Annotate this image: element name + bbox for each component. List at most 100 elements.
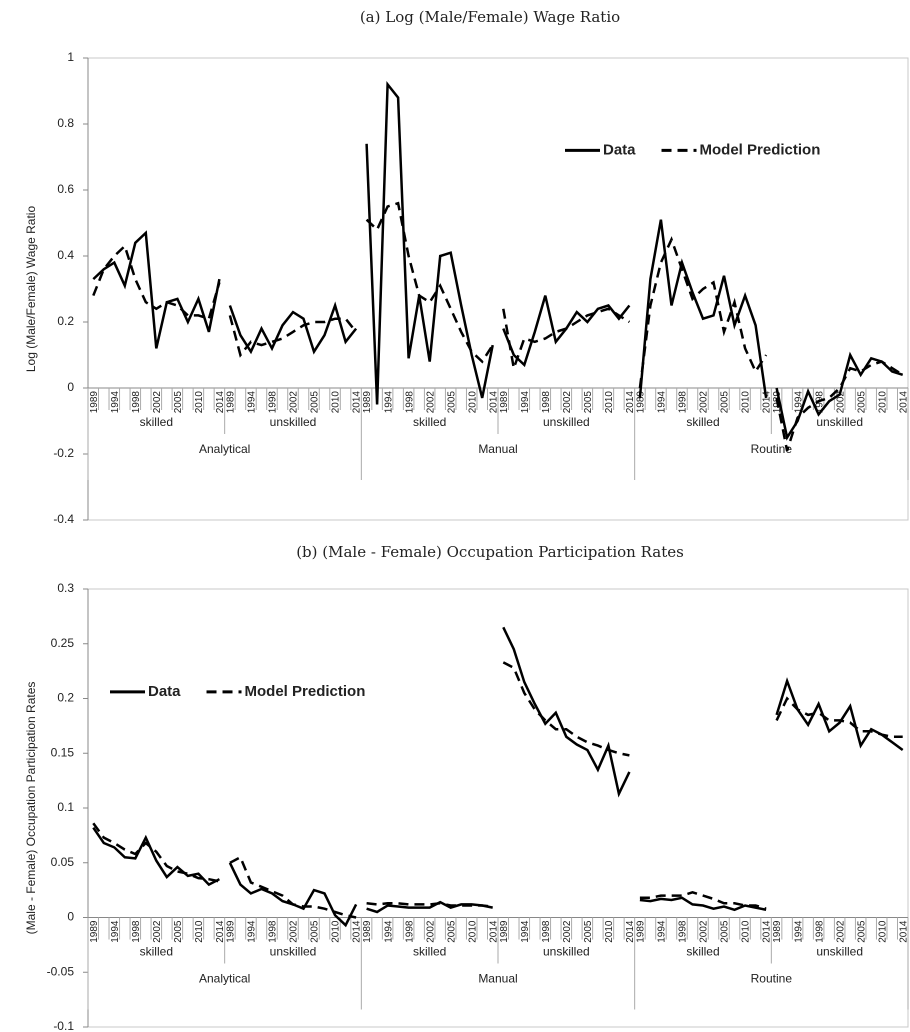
- x-tick-label: 2002: [425, 920, 436, 943]
- skill-label: skilled: [413, 945, 446, 959]
- x-tick-label: 2010: [877, 391, 888, 414]
- x-tick-label: 2010: [741, 391, 752, 414]
- y-tick-label: -0.2: [53, 446, 74, 460]
- occupation-label: Routine: [751, 442, 793, 456]
- x-tick-label: 1994: [383, 920, 394, 943]
- skill-label: unskilled: [543, 945, 590, 959]
- x-tick-label: 1998: [131, 391, 142, 414]
- x-tick-label: 1998: [268, 391, 279, 414]
- x-tick-label: 2005: [173, 920, 184, 943]
- series-line: [638, 219, 768, 399]
- y-tick-label: 0: [67, 380, 74, 394]
- x-tick-label: 2010: [877, 920, 888, 943]
- skill-label: unskilled: [270, 415, 317, 429]
- x-tick-label: 1989: [362, 391, 373, 414]
- occupation-label: Manual: [478, 972, 517, 986]
- x-tick-label: 2014: [898, 391, 909, 414]
- x-tick-label: 2002: [699, 920, 710, 943]
- x-tick-label: 2010: [331, 920, 342, 943]
- x-tick-label: 2005: [583, 920, 594, 943]
- x-tick-label: 2014: [215, 920, 226, 943]
- x-tick-label: 2002: [289, 391, 300, 414]
- skill-label: skilled: [140, 415, 173, 429]
- skill-label: unskilled: [816, 945, 863, 959]
- x-tick-label: 1994: [110, 391, 121, 414]
- x-tick-label: 1998: [678, 391, 689, 414]
- x-tick-label: 1998: [678, 920, 689, 943]
- x-tick-label: 2002: [425, 391, 436, 414]
- series-line: [92, 230, 221, 349]
- x-tick-label: 2014: [625, 920, 636, 943]
- series-line: [502, 661, 630, 757]
- y-tick-label: 0.2: [57, 691, 74, 705]
- x-tick-label: 2010: [741, 920, 752, 943]
- x-tick-label: 2002: [835, 920, 846, 943]
- x-tick-label: 1994: [110, 920, 121, 943]
- series-line: [502, 295, 631, 368]
- skill-label: unskilled: [543, 415, 590, 429]
- series-line: [228, 862, 358, 928]
- x-tick-label: 1989: [636, 920, 647, 943]
- series-line: [502, 307, 631, 374]
- x-tick-label: 2014: [488, 391, 499, 414]
- series-line: [228, 301, 358, 355]
- x-tick-label: 1989: [226, 391, 237, 414]
- skill-label: skilled: [686, 415, 719, 429]
- x-tick-label: 2002: [562, 391, 573, 414]
- x-tick-label: 2010: [194, 391, 205, 414]
- y-tick-label: 0.3: [57, 581, 74, 595]
- x-tick-label: 2002: [699, 391, 710, 414]
- y-tick-label: 0.25: [51, 636, 75, 650]
- x-tick-label: 2014: [625, 391, 636, 414]
- y-axis-label: Log (Male/Female) Wage Ratio: [24, 206, 38, 373]
- y-axis-label: (Male - Female) Occupation Participation…: [24, 682, 38, 935]
- x-tick-label: 1994: [793, 920, 804, 943]
- x-tick-label: 2005: [446, 920, 457, 943]
- y-tick-label: -0.1: [53, 1019, 74, 1032]
- x-tick-label: 1998: [268, 920, 279, 943]
- x-tick-label: 2014: [762, 920, 773, 943]
- y-tick-label: 0: [67, 910, 74, 924]
- series-line: [502, 626, 631, 798]
- series-line: [365, 80, 494, 405]
- y-tick-label: 0.4: [57, 248, 74, 262]
- x-tick-label: 1998: [541, 391, 552, 414]
- occupation-label: Manual: [478, 442, 517, 456]
- x-tick-label: 2002: [835, 391, 846, 414]
- skill-label: unskilled: [816, 415, 863, 429]
- x-tick-label: 1998: [131, 920, 142, 943]
- x-tick-label: 2002: [289, 920, 300, 943]
- y-tick-label: 0.05: [51, 855, 75, 869]
- x-tick-label: 2005: [310, 391, 321, 414]
- x-tick-label: 1994: [520, 920, 531, 943]
- x-tick-label: 1989: [499, 920, 510, 943]
- legend-label: Model Prediction: [700, 141, 821, 158]
- series-line: [639, 890, 767, 910]
- x-tick-label: 2005: [856, 920, 867, 943]
- x-tick-label: 1994: [657, 920, 668, 943]
- x-tick-label: 2010: [331, 391, 342, 414]
- chart-title: (b) (Male - Female) Occupation Participa…: [296, 543, 684, 561]
- x-tick-label: 1989: [89, 391, 100, 414]
- x-tick-label: 1994: [247, 391, 258, 414]
- y-tick-label: 0.8: [57, 116, 74, 130]
- skill-label: unskilled: [270, 945, 317, 959]
- x-tick-label: 2014: [352, 920, 363, 943]
- legend-label: Data: [603, 141, 636, 158]
- x-tick-label: 2014: [898, 920, 909, 943]
- x-tick-label: 1989: [362, 920, 373, 943]
- x-tick-label: 2005: [446, 391, 457, 414]
- x-tick-label: 1989: [636, 391, 647, 414]
- occupation-label: Analytical: [199, 442, 250, 456]
- y-tick-label: 0.1: [57, 800, 74, 814]
- x-tick-label: 2014: [762, 391, 773, 414]
- chart-title: (a) Log (Male/Female) Wage Ratio: [360, 8, 620, 26]
- series-line: [775, 696, 903, 739]
- series-line: [229, 855, 357, 919]
- series-line: [775, 677, 904, 752]
- series-line: [775, 360, 904, 452]
- y-tick-label: 0.15: [51, 745, 75, 759]
- x-tick-label: 2010: [467, 391, 478, 414]
- x-tick-label: 2014: [488, 920, 499, 943]
